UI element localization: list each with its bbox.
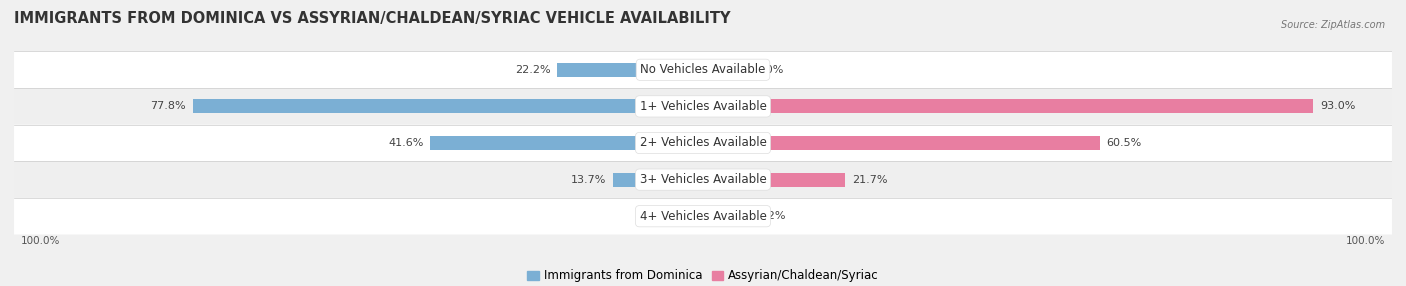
Text: 13.7%: 13.7% (571, 175, 606, 184)
FancyBboxPatch shape (14, 88, 1392, 125)
Text: 93.0%: 93.0% (1320, 102, 1355, 111)
Text: 7.0%: 7.0% (755, 65, 785, 75)
FancyBboxPatch shape (14, 125, 1392, 161)
Text: 2+ Vehicles Available: 2+ Vehicles Available (640, 136, 766, 150)
Text: 1+ Vehicles Available: 1+ Vehicles Available (640, 100, 766, 113)
Bar (703, 136, 1099, 150)
Bar (675, 209, 703, 223)
Text: Source: ZipAtlas.com: Source: ZipAtlas.com (1281, 20, 1385, 30)
Text: 4.2%: 4.2% (640, 211, 669, 221)
Bar (557, 63, 703, 77)
Text: 77.8%: 77.8% (150, 102, 186, 111)
Text: 22.2%: 22.2% (515, 65, 551, 75)
Legend: Immigrants from Dominica, Assyrian/Chaldean/Syriac: Immigrants from Dominica, Assyrian/Chald… (523, 265, 883, 286)
Bar (703, 209, 751, 223)
Text: 100.0%: 100.0% (1346, 236, 1385, 246)
Bar (430, 136, 703, 150)
Text: 41.6%: 41.6% (388, 138, 423, 148)
Bar (703, 173, 845, 186)
Bar (703, 100, 1313, 113)
Text: 7.2%: 7.2% (756, 211, 786, 221)
Bar (193, 100, 703, 113)
FancyBboxPatch shape (14, 51, 1392, 88)
Bar (703, 63, 749, 77)
FancyBboxPatch shape (14, 198, 1392, 235)
Text: 60.5%: 60.5% (1107, 138, 1142, 148)
Text: 4+ Vehicles Available: 4+ Vehicles Available (640, 210, 766, 223)
Text: No Vehicles Available: No Vehicles Available (640, 63, 766, 76)
Text: 100.0%: 100.0% (21, 236, 60, 246)
FancyBboxPatch shape (14, 161, 1392, 198)
Text: 21.7%: 21.7% (852, 175, 887, 184)
Text: IMMIGRANTS FROM DOMINICA VS ASSYRIAN/CHALDEAN/SYRIAC VEHICLE AVAILABILITY: IMMIGRANTS FROM DOMINICA VS ASSYRIAN/CHA… (14, 11, 731, 26)
Bar (613, 173, 703, 186)
Text: 3+ Vehicles Available: 3+ Vehicles Available (640, 173, 766, 186)
